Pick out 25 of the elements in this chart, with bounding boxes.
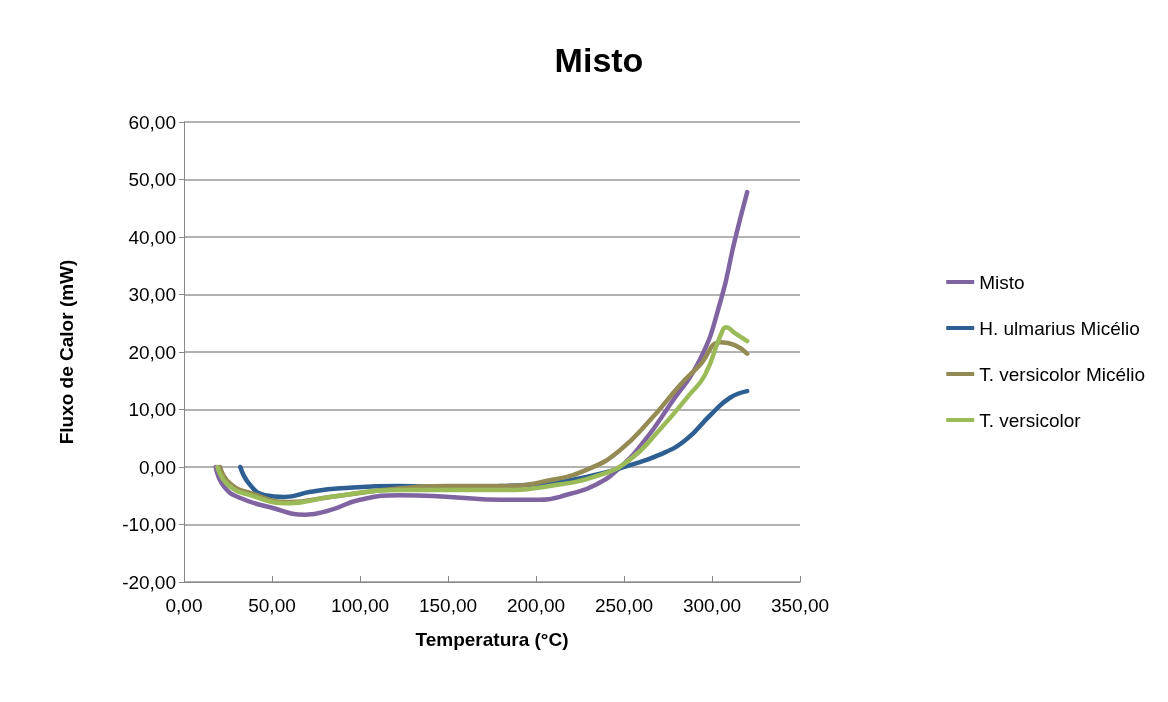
line-series <box>213 189 750 517</box>
legend-label: H. ulmarius Micélio <box>979 317 1140 339</box>
legend-label: Misto <box>979 271 1025 293</box>
y-tick-label: 30,00 <box>128 284 176 305</box>
x-tick-label: 150,00 <box>418 595 478 616</box>
y-tick-label: 0,00 <box>139 456 176 478</box>
chart-title: Misto <box>554 41 644 79</box>
x-tick-label: 250,00 <box>594 595 654 616</box>
x-tick-label: 200,00 <box>506 595 566 616</box>
y-tick-label: 50,00 <box>128 169 176 190</box>
y-axis-title: Fluxo de Calor (mW) <box>56 259 77 445</box>
x-tick-label: 350,00 <box>770 595 830 616</box>
y-tick-label: -20,00 <box>122 571 176 593</box>
y-tick-label: -10,00 <box>122 514 176 535</box>
y-tick-label: 40,00 <box>128 226 176 248</box>
x-tick-label: 0,00 <box>165 595 203 616</box>
x-axis-title: Temperatura (°C) <box>415 629 569 650</box>
y-tick-label: 60,00 <box>128 111 176 133</box>
y-tick-label: 20,00 <box>128 341 176 363</box>
x-tick-label: 100,00 <box>330 595 390 616</box>
x-tick-label: 300,00 <box>682 595 742 616</box>
legend-label: T. versicolor Micélio <box>979 363 1146 385</box>
y-tick-label: 10,00 <box>128 399 176 420</box>
legend-label: T. versicolor <box>979 409 1082 431</box>
x-tick-label: 50,00 <box>248 595 296 616</box>
